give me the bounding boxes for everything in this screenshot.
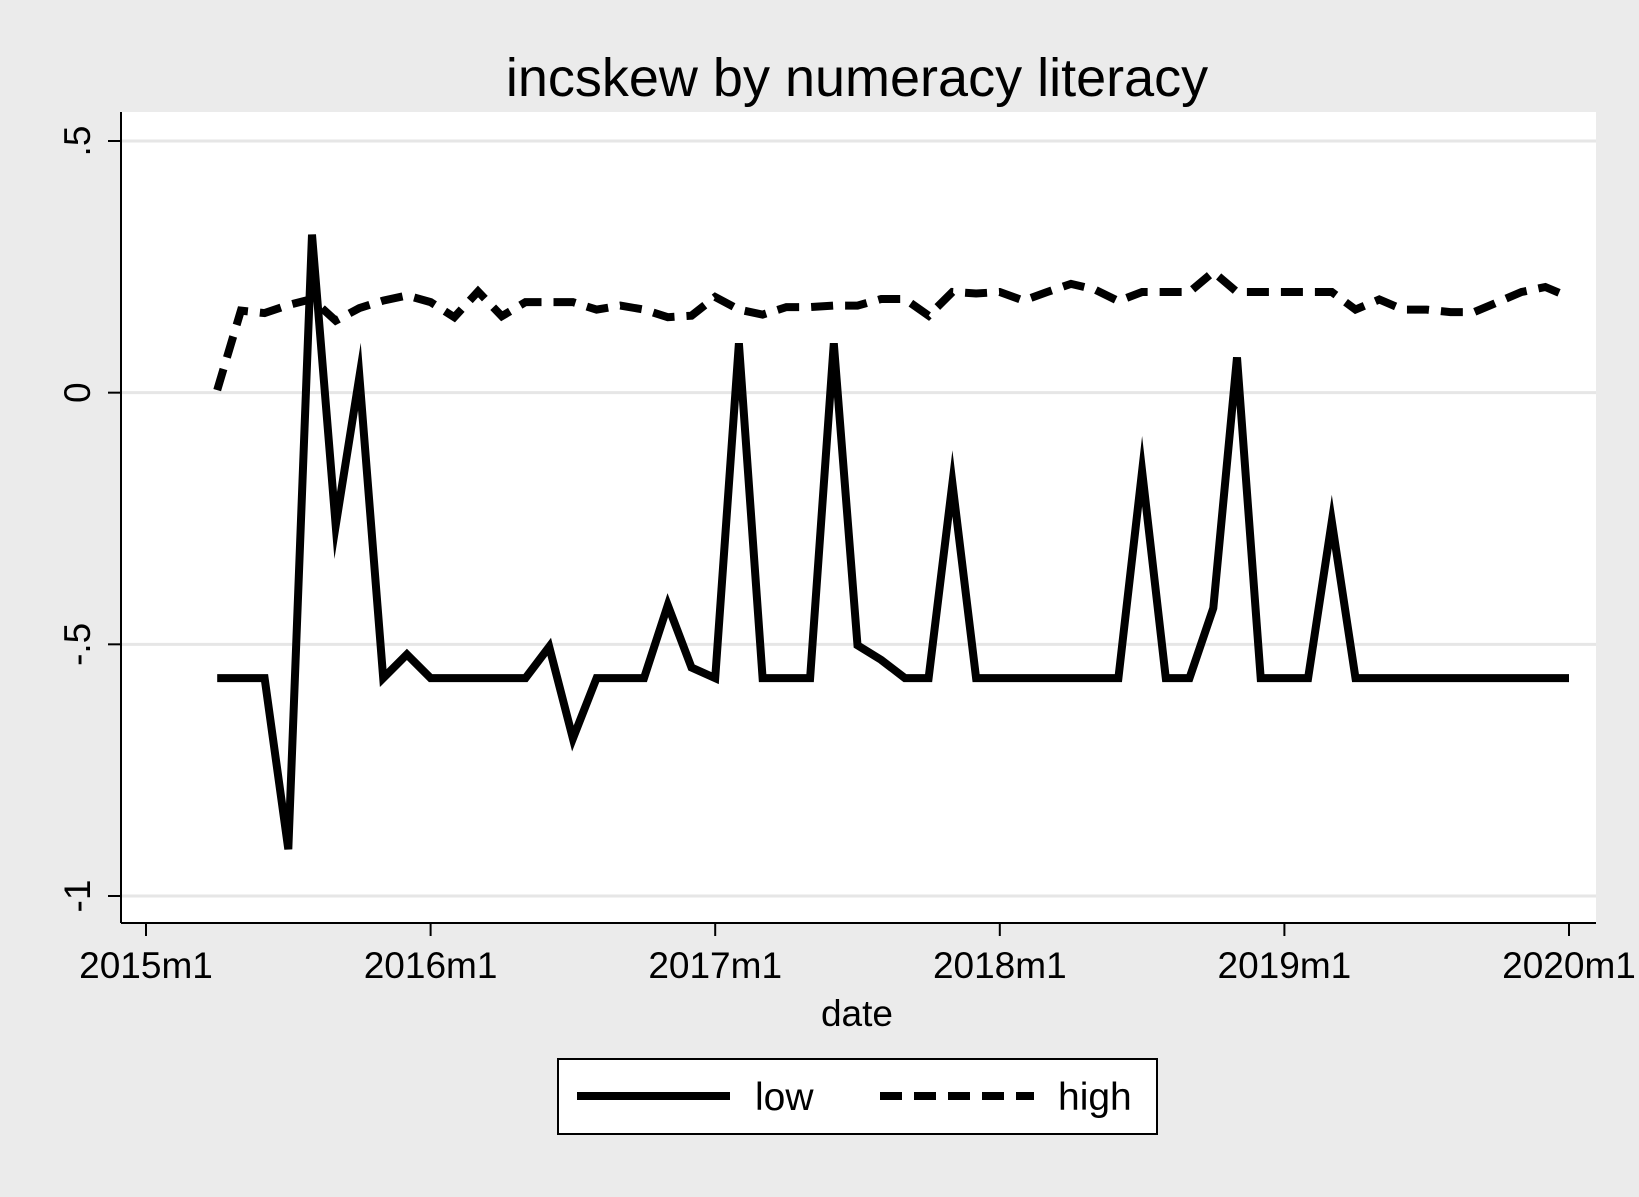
legend: low high: [557, 1058, 1158, 1135]
x-tick-label: 2017m1: [648, 945, 782, 986]
x-tick-label: 2019m1: [1218, 945, 1352, 986]
x-axis-title: date: [821, 993, 893, 1034]
series-line-low: [217, 234, 1569, 850]
y-tick-label: .5: [57, 126, 98, 157]
y-tick-label: -.5: [57, 623, 98, 666]
series-line-high: [213, 266, 1571, 392]
series-lines: [213, 234, 1571, 850]
legend-label-low: low: [755, 1076, 814, 1119]
x-tick-label: 2016m1: [364, 945, 498, 986]
chart-title: incskew by numeracy literacy: [506, 48, 1208, 108]
axes: .5 0 -.5 -1 2015m1 2016m1 2017m1 2018m1 2019m1 20…: [57, 112, 1636, 986]
plot-area: [121, 112, 1596, 923]
y-tick-label: 0: [57, 382, 98, 403]
y-tick-label: -1: [57, 880, 98, 913]
x-tick-label: 2020m1: [1502, 945, 1636, 986]
x-tick-label: 2018m1: [933, 945, 1067, 986]
x-tick-label: 2015m1: [79, 945, 213, 986]
legend-label-high: high: [1058, 1076, 1132, 1119]
